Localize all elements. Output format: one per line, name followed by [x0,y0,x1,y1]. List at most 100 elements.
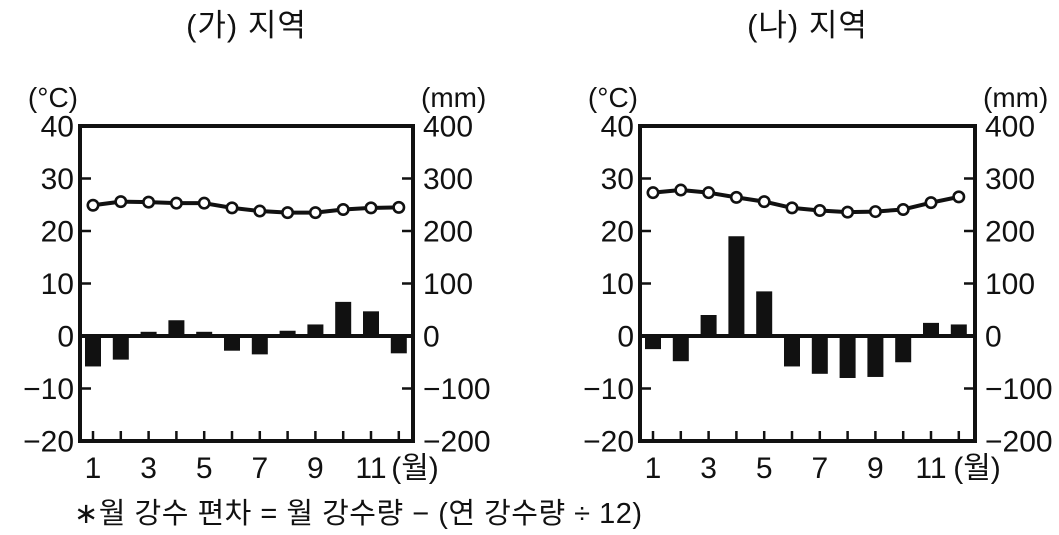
temperature-point [308,206,322,220]
precip-deviation-bar [672,336,689,362]
right-axis-label: −100 [985,373,1053,406]
right-axis-label: −100 [423,373,491,406]
precip-deviation-bar [923,322,939,336]
left-axis-label: −10 [583,373,634,406]
left-axis-label: 40 [601,111,634,144]
temperature-point [646,186,660,200]
right-axis-label: 200 [985,216,1035,249]
month-label: 7 [811,452,828,485]
left-axis-label: 10 [601,268,634,301]
temperature-point [729,190,743,204]
left-axis-label: 10 [41,268,74,301]
precip-deviation-bar [728,236,745,336]
temperature-point [86,198,100,212]
right-axis-label: 100 [423,268,473,301]
temperature-point [281,206,295,220]
right-axis-label: −200 [423,426,491,459]
precip-deviation-bar [645,336,661,350]
month-label: 9 [867,452,884,485]
left-axis-unit: (°C) [588,82,638,113]
right-axis-label: 400 [985,111,1035,144]
right-axis-label: 300 [423,163,473,196]
precip-deviation-bar [85,336,101,367]
right-axis-label: 200 [423,216,473,249]
left-axis-label: 0 [57,321,74,354]
month-label: 7 [251,452,268,485]
left-axis-unit: (°C) [28,82,78,113]
precip-deviation-bar [196,331,213,336]
chart-na-title: (나) 지역 [747,8,868,43]
precip-deviation-bar [390,336,407,354]
precip-deviation-bar [839,336,856,378]
temperature-point [392,200,406,214]
plot-border [638,124,977,443]
precip-deviation-bar [224,336,240,351]
month-unit-label: (월) [953,452,1001,485]
temperature-line [92,199,399,215]
precip-deviation-bar [335,301,352,336]
left-axis-label: 40 [41,111,74,144]
temperature-point [702,186,716,200]
temperature-point [336,202,350,216]
left-axis-label: 30 [601,163,634,196]
left-axis-label: 0 [617,321,634,354]
month-label: 1 [85,452,102,485]
left-axis-label: −10 [23,373,74,406]
chart-ga-plot: 403020100−10−204003002001000−100−200(°C)… [23,82,490,485]
precip-deviation-bar [867,336,884,377]
precip-deviation-bar [895,336,912,363]
precip-deviation-bar [950,324,967,336]
left-axis-label: 30 [41,163,74,196]
footnote: ∗월 강수 편차 = 월 강수량 − (연 강수량 ÷ 12) [74,498,643,530]
precip-deviation-bar [784,336,800,367]
temperature-point [868,205,882,219]
temperature-point [142,195,156,209]
temperature-point [841,205,855,219]
temperature-point [785,201,799,215]
month-unit-label: (월) [391,452,439,485]
temperature-point [253,204,267,218]
right-axis-label: −200 [985,426,1053,459]
left-axis-label: 20 [601,216,634,249]
temperature-point [169,196,183,210]
right-axis-label: 100 [985,268,1035,301]
month-label: 11 [355,452,386,485]
precip-deviation-bar [112,336,129,360]
temperature-point [674,183,688,197]
right-axis-label: 0 [985,321,1002,354]
precip-deviation-bar [168,320,185,336]
temperature-point [225,201,239,215]
right-axis-unit: (mm) [983,82,1048,113]
month-label: 5 [196,452,213,485]
temperature-line [652,188,960,215]
temperature-point [197,196,211,210]
left-axis-label: 20 [41,216,74,249]
temperature-point [813,204,827,218]
month-label: 9 [307,452,324,485]
precip-deviation-bar [363,311,379,336]
month-label: 3 [700,452,717,485]
precip-deviation-bar [279,330,296,336]
precip-deviation-bar [811,336,828,374]
temperature-point [952,190,966,204]
precip-deviation-bar [251,336,268,355]
plot-border [78,124,415,443]
temperature-point [114,195,128,209]
month-label: 11 [915,452,946,485]
left-axis-label: −20 [583,426,634,459]
temperature-point [924,196,938,210]
left-axis-label: −20 [23,426,74,459]
month-label: 3 [140,452,157,485]
month-label: 5 [756,452,773,485]
right-axis-label: 0 [423,321,440,354]
month-label: 1 [645,452,662,485]
precip-deviation-bar [756,291,773,336]
precip-deviation-bar [700,315,717,336]
chart-ga-title: (가) 지역 [186,8,307,43]
temperature-point [364,201,378,215]
chart-na-plot: 403020100−10−204003002001000−100−200(°C)… [583,82,1052,485]
right-axis-unit: (mm) [421,82,486,113]
right-axis-label: 300 [985,163,1035,196]
